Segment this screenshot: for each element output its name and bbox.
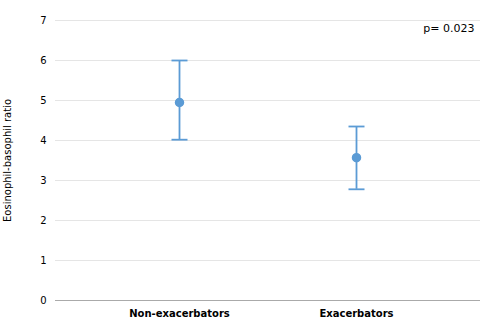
svg-text:2: 2: [40, 215, 46, 226]
svg-text:3: 3: [40, 175, 46, 186]
svg-text:Non-exacerbators: Non-exacerbators: [129, 308, 230, 319]
svg-text:7: 7: [40, 15, 46, 26]
svg-text:4: 4: [40, 135, 46, 146]
svg-text:Eosinophil-basophil ratio: Eosinophil-basophil ratio: [2, 99, 13, 222]
svg-text:6: 6: [40, 55, 46, 66]
svg-text:0: 0: [40, 295, 46, 306]
svg-text:5: 5: [40, 95, 46, 106]
svg-text:p= 0.023: p= 0.023: [423, 22, 474, 35]
svg-text:1: 1: [40, 255, 46, 266]
svg-text:Exacerbators: Exacerbators: [319, 308, 393, 319]
